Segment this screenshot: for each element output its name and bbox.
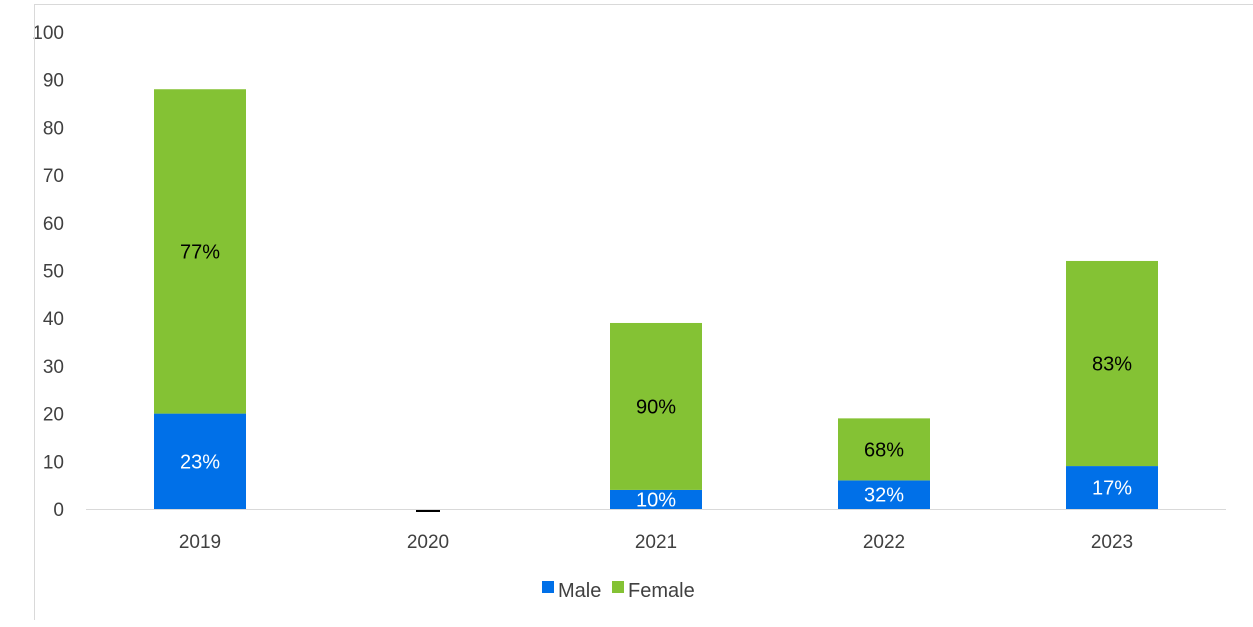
y-tick-label: 90 <box>43 71 64 92</box>
data-label: 10% <box>636 489 676 511</box>
y-tick-label: 100 <box>32 23 64 44</box>
y-tick-label: 50 <box>43 262 64 283</box>
bar-segment-male <box>838 480 930 509</box>
x-tick-label: 2021 <box>635 532 677 553</box>
legend-swatch-female <box>612 581 624 593</box>
legend-swatch-male <box>542 581 554 593</box>
legend: Male Female <box>542 580 695 602</box>
bar-segment-male <box>610 489 702 509</box>
x-axis: 2019 2020 2021 2022 2023 <box>86 509 1226 553</box>
y-tick-label: 30 <box>43 357 64 378</box>
y-tick-label: 10 <box>43 452 64 473</box>
bar-segment-female <box>1066 260 1158 467</box>
bar-segment-female <box>154 89 246 414</box>
x-tick-label: 2019 <box>179 532 221 553</box>
x-tick-label: 2020 <box>407 532 449 553</box>
y-tick-label: 40 <box>43 309 64 330</box>
y-tick-label: 0 <box>53 500 64 521</box>
x-tick-label: 2022 <box>863 532 905 553</box>
y-tick-label: 20 <box>43 405 64 426</box>
bar-segment-male <box>154 413 246 509</box>
y-tick-label: 70 <box>43 166 64 187</box>
y-tick-label: 80 <box>43 118 64 139</box>
bars: 23% 77% 10% 90% 32% 68% 17% 83% <box>154 89 1158 512</box>
bar-segment-female <box>610 322 702 490</box>
x-tick-label: 2023 <box>1091 532 1133 553</box>
data-label: 17% <box>1092 478 1132 500</box>
legend-label-female: Female <box>628 580 695 602</box>
legend-label-male: Male <box>558 580 601 602</box>
y-axis: 0 10 20 30 40 50 60 70 80 90 100 <box>32 23 64 521</box>
data-label: 32% <box>864 485 904 507</box>
bar-segment-female <box>838 418 930 481</box>
data-label: 77% <box>180 241 220 263</box>
y-tick-label: 60 <box>43 214 64 235</box>
bar-segment-male <box>1066 466 1158 509</box>
data-label: 90% <box>636 396 676 418</box>
data-label: 83% <box>1092 354 1132 376</box>
data-label: 23% <box>180 451 220 473</box>
data-label: 68% <box>864 439 904 461</box>
